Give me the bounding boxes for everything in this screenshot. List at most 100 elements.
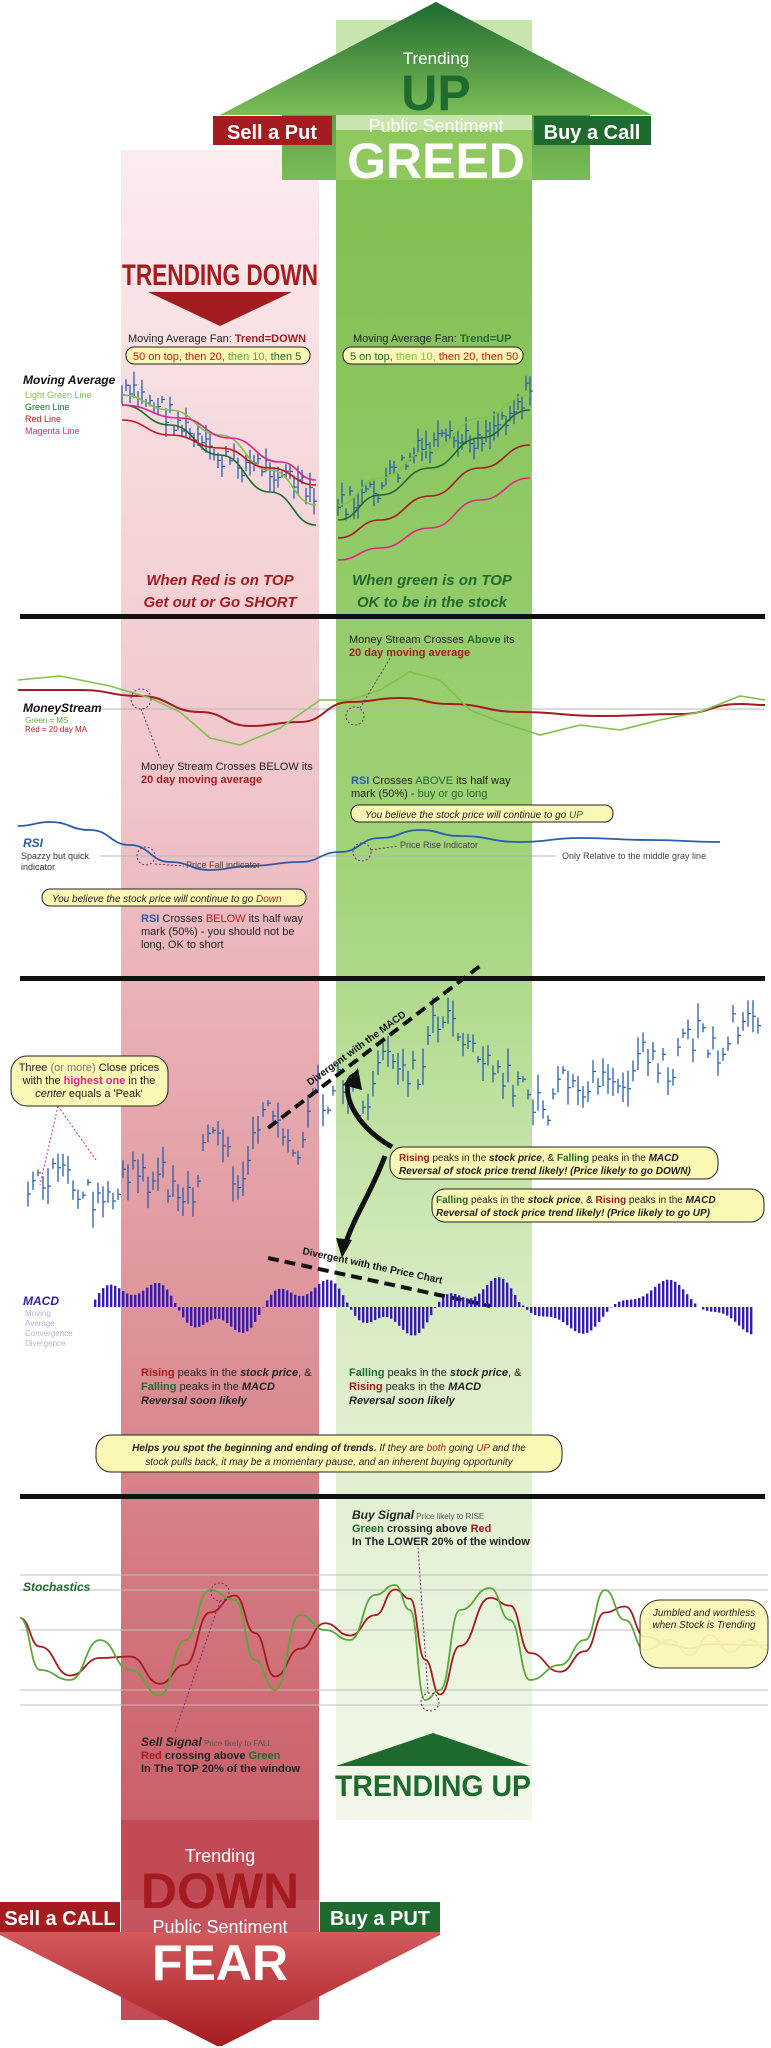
macd-bar bbox=[626, 1299, 629, 1307]
macd-acronym-4: Divergence bbox=[25, 1339, 66, 1348]
ms-below-line1: Money Stream Crosses BELOW its bbox=[141, 761, 313, 773]
jumbled-line1: Jumbled and worthless bbox=[652, 1608, 755, 1619]
macd-bar bbox=[442, 1297, 445, 1307]
macd-bar bbox=[322, 1281, 325, 1307]
top-trending-text: Trending bbox=[403, 49, 469, 68]
macd-bar bbox=[482, 1289, 485, 1307]
macd-bar bbox=[734, 1307, 737, 1322]
macd-bar bbox=[106, 1285, 109, 1307]
macd-bar bbox=[394, 1307, 397, 1322]
macd-bar bbox=[634, 1299, 637, 1307]
macd-bar bbox=[750, 1307, 753, 1335]
macd-chart bbox=[94, 1277, 753, 1336]
macd-bar bbox=[714, 1307, 717, 1313]
macd-acronym-1: Moving bbox=[25, 1309, 51, 1318]
moving-average-chart bbox=[121, 371, 533, 561]
ma-legend-red: Red Line bbox=[25, 414, 61, 424]
ma-legend-green: Green Line bbox=[25, 402, 70, 412]
curved-arrow-up-head bbox=[343, 1068, 362, 1090]
green-top-line1: When green is on TOP bbox=[352, 572, 513, 589]
macd-bar bbox=[226, 1307, 229, 1324]
rsi-desc-line2: indicator bbox=[21, 862, 55, 872]
macd-bar bbox=[210, 1307, 213, 1321]
macd-bar bbox=[542, 1307, 545, 1317]
macd-right-line2: Rising peaks in the MACD bbox=[349, 1381, 481, 1393]
macd-bar bbox=[350, 1307, 353, 1310]
price-chart bbox=[27, 997, 761, 1228]
macd-bar bbox=[530, 1307, 533, 1314]
macd-bar bbox=[554, 1307, 557, 1318]
rsi-line bbox=[17, 821, 721, 871]
ma-line bbox=[121, 404, 317, 526]
macd-bar bbox=[270, 1294, 273, 1307]
rsi-pointer bbox=[154, 863, 185, 867]
red-top-line2: Get out or Go SHORT bbox=[143, 594, 298, 611]
macd-bar bbox=[366, 1307, 369, 1324]
ma-line bbox=[337, 477, 531, 561]
rsi-below-line3: long, OK to short bbox=[141, 939, 224, 951]
macd-bar bbox=[398, 1307, 401, 1326]
macd-bar bbox=[202, 1307, 205, 1325]
sell-call-box bbox=[0, 1902, 120, 1932]
macd-bar bbox=[170, 1295, 173, 1307]
macd-bar bbox=[522, 1305, 525, 1307]
macd-bar bbox=[254, 1307, 257, 1322]
macd-acronym-2: Average bbox=[25, 1319, 55, 1328]
helps-box bbox=[95, 1434, 563, 1473]
macd-bar bbox=[298, 1295, 301, 1307]
divider-1 bbox=[20, 614, 765, 619]
sell-put-text: Sell a Put bbox=[227, 122, 317, 144]
red-top-line1: When Red is on TOP bbox=[146, 572, 294, 589]
macd-bar bbox=[118, 1288, 121, 1307]
fan-down-order-box bbox=[125, 346, 311, 365]
top-sentiment-text: Public Sentiment bbox=[368, 116, 503, 136]
jumbled-line2: when Stock is Trending bbox=[652, 1620, 756, 1631]
macd-bar bbox=[294, 1294, 297, 1307]
macd-bar bbox=[450, 1293, 453, 1307]
macd-bar bbox=[310, 1291, 313, 1307]
macd-bar bbox=[386, 1307, 389, 1318]
macd-bar bbox=[338, 1288, 341, 1307]
sell-signal-line2: Red crossing above Green bbox=[141, 1750, 281, 1762]
macd-bar bbox=[614, 1303, 617, 1307]
macd-bar bbox=[586, 1307, 589, 1333]
macd-bar bbox=[266, 1300, 269, 1307]
peak-note-line3: center equals a 'Peak' bbox=[35, 1088, 143, 1100]
macd-bar bbox=[178, 1307, 181, 1311]
macd-bar bbox=[290, 1292, 293, 1307]
macd-bar bbox=[494, 1278, 497, 1307]
macd-bar bbox=[546, 1307, 549, 1317]
macd-bar bbox=[458, 1295, 461, 1307]
macd-bar bbox=[430, 1307, 433, 1316]
macd-bar bbox=[730, 1307, 733, 1319]
macd-bar bbox=[154, 1283, 157, 1307]
macd-bar bbox=[238, 1307, 241, 1333]
macd-bar bbox=[258, 1307, 261, 1315]
macd-bar bbox=[594, 1307, 597, 1327]
macd-bar bbox=[346, 1302, 349, 1307]
falling-peaks-line2: Reversal of stock price trend likely! (P… bbox=[436, 1208, 711, 1219]
ma-line bbox=[121, 404, 317, 481]
macd-bar bbox=[662, 1281, 665, 1307]
macd-bar bbox=[318, 1283, 321, 1307]
macd-bar bbox=[670, 1279, 673, 1307]
macd-bar bbox=[454, 1293, 457, 1307]
stochastics-title: Stochastics bbox=[23, 1580, 91, 1594]
fear-text: FEAR bbox=[152, 1935, 288, 1991]
fan-down-order: 50 on top, then 20, then 10, then 5 bbox=[133, 351, 301, 363]
macd-bar bbox=[694, 1303, 697, 1307]
rising-peaks-box bbox=[389, 1146, 719, 1180]
rsi-rise-marker bbox=[352, 842, 372, 862]
macd-bar bbox=[314, 1287, 317, 1307]
ma-legend-magenta: Magenta Line bbox=[25, 426, 80, 436]
macd-bar bbox=[534, 1307, 537, 1316]
ma-line bbox=[337, 444, 531, 539]
macd-bar bbox=[342, 1295, 345, 1307]
ma-legend-light-green: Light Green Line bbox=[25, 390, 92, 400]
green-top-line2: OK to be in the stock bbox=[357, 594, 508, 611]
curved-arrow-down bbox=[342, 1155, 388, 1246]
macd-bar bbox=[738, 1307, 741, 1326]
macd-left-line3: Reversal soon likely bbox=[141, 1395, 248, 1407]
macd-bar bbox=[470, 1298, 473, 1307]
